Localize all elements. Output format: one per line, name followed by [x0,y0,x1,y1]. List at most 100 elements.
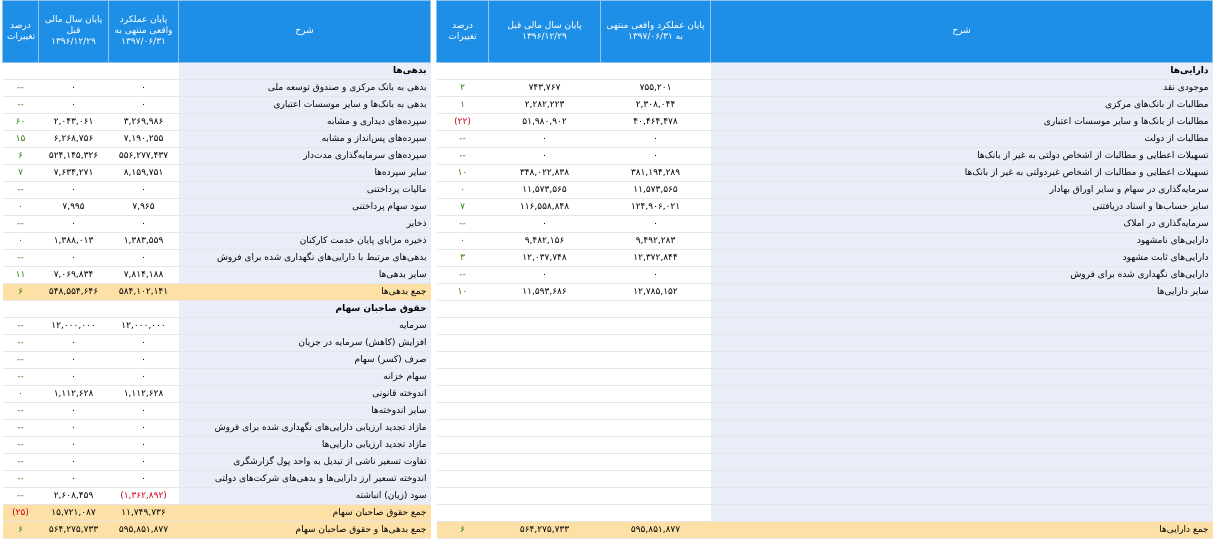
table-row [436,402,1213,420]
description-cell: بدهی به بانک‌ها و سایر موسسات اعتباری [178,96,431,114]
actual-cell [600,300,711,318]
actual-cell: ۰ [600,130,711,148]
pct-change-cell [436,385,489,403]
pct-change-cell: ۳ [436,249,489,267]
pct-change-cell: -- [2,215,39,233]
actual-cell: ۳,۲۶۹,۹۸۶ [108,113,179,131]
table-row: -- ۰ ۰ دارایی‌های نگهداری شده برای فروش [436,266,1213,284]
pct-change-cell: ۶ [2,521,39,539]
pct-change-cell [436,453,489,471]
actual-cell: ۵۵۶,۲۷۷,۴۳۷ [108,147,179,165]
pct-change-cell: ۱ [436,96,489,114]
actual-cell: ۷۵۵,۲۰۱ [600,79,711,97]
actual-cell: ۱۲۴,۹۰۶,۰۲۱ [600,198,711,216]
prev-year-cell [488,334,601,352]
pct-change-cell: ۶ [436,521,489,539]
actual-cell: ۱۲,۷۸۵,۱۵۲ [600,283,711,301]
prev-year-cell: ۲,۶۰۸,۴۵۹ [38,487,109,505]
left-header-row: درصد تغییرات پایان سال مالی قبل ۱۳۹۶/۱۲/… [2,0,431,63]
prev-year-cell [488,385,601,403]
actual-cell: ۰ [600,215,711,233]
actual-cell [600,334,711,352]
description-cell: جمع دارایی‌ها [710,521,1213,539]
description-cell: حقوق صاحبان سهام [178,300,431,318]
table-row: -- ۰ ۰ ذخایر [2,215,431,233]
pct-change-cell: -- [2,487,39,505]
prev-year-cell: ۰ [38,402,109,420]
table-row: -- ۰ ۰ سرمایه‌گذاری در املاک [436,215,1213,233]
description-cell: تسهیلات اعطایی و مطالبات از اشخاص غیردول… [710,164,1213,182]
pct-change-cell [436,62,489,80]
actual-cell: ۵۹۵,۸۵۱,۸۷۷ [108,521,179,539]
prev-year-cell: ۱۲,۰۰۰,۰۰۰ [38,317,109,335]
prev-year-cell: ۰ [488,266,601,284]
table-row: -- ۰ ۰ سهام خزانه [2,368,431,386]
pct-change-cell: (۲۵) [2,504,39,522]
actual-cell: ۵۸۴,۱۰۲,۱۴۱ [108,283,179,301]
description-cell: سپرده‌های دیداری و مشابه [178,113,431,131]
actual-cell [600,453,711,471]
pct-change-cell: (۲۲) [436,113,489,131]
actual-cell [600,368,711,386]
pct-change-cell: -- [2,419,39,437]
prev-year-cell [488,504,601,522]
pct-change-cell: -- [2,351,39,369]
description-cell [710,487,1213,505]
actual-cell [600,470,711,488]
table-row: ۰ ۹,۴۸۲,۱۵۶ ۹,۴۹۲,۲۸۳ دارایی‌های نامشهود [436,232,1213,250]
description-cell: بدهی‌های مرتبط با دارایی‌های نگهداری شده… [178,249,431,267]
pct-change-cell: ۶ [2,283,39,301]
description-cell: تفاوت تسعیر ناشی از تبدیل به واحد پول گز… [178,453,431,471]
prev-year-cell: ۰ [38,79,109,97]
pct-change-cell [436,470,489,488]
prev-year-cell: ۱,۳۸۸,۰۱۳ [38,232,109,250]
table-row [436,419,1213,437]
actual-cell: ۸,۱۵۹,۷۵۱ [108,164,179,182]
description-cell: بدهی‌ها [178,62,431,80]
table-row [436,470,1213,488]
prev-year-cell: ۱,۱۱۲,۶۲۸ [38,385,109,403]
description-cell [710,317,1213,335]
table-row: ۱۰ ۳۴۸,۰۲۲,۸۳۸ ۳۸۱,۱۹۴,۲۸۹ تسهیلات اعطایی و… [436,164,1213,182]
table-row: -- ۱۲,۰۰۰,۰۰۰ ۱۲,۰۰۰,۰۰۰ سرمایه [2,317,431,335]
description-cell: صرف (کسر) سهام [178,351,431,369]
description-cell: سایر حساب‌ها و اسناد دریافتنی [710,198,1213,216]
prev-year-cell [488,419,601,437]
description-cell: ذخایر [178,215,431,233]
actual-cell [600,436,711,454]
pct-change-cell [436,402,489,420]
left-actual-header: پایان عملکرد واقعی منتهی به ۱۳۹۷/۰۶/۳۱ [108,0,179,63]
actual-cell: ۰ [108,368,179,386]
description-cell: تسهیلات اعطایی و مطالبات از اشخاص دولتی … [710,147,1213,165]
description-cell [710,453,1213,471]
actual-cell: ۷,۱۹۰,۲۵۵ [108,130,179,148]
table-row: ۷ ۱۱۶,۵۵۸,۸۴۸ ۱۲۴,۹۰۶,۰۲۱ سایر حساب‌ها و اس… [436,198,1213,216]
pct-change-cell: ۱۱ [2,266,39,284]
total-row: ۶ ۵۶۴,۲۷۵,۷۳۳ ۵۹۵,۸۵۱,۸۷۷ جمع دارایی‌ها [436,521,1213,539]
prev-year-cell: ۵۴۸,۵۵۴,۶۴۶ [38,283,109,301]
table-row: -- ۰ ۰ سایر اندوخته‌ها [2,402,431,420]
prev-year-cell: ۰ [38,453,109,471]
actual-cell: ۰ [108,181,179,199]
prev-year-cell: ۵۲۴,۱۴۵,۳۲۶ [38,147,109,165]
right-pct-header: درصد تغییرات [436,0,489,63]
table-row: ۶ ۵۲۴,۱۴۵,۳۲۶ ۵۵۶,۲۷۷,۴۳۷ سپرده‌های سرمایه‌… [2,147,431,165]
description-cell: مطالبات از دولت [710,130,1213,148]
description-cell: اندوخته قانونی [178,385,431,403]
actual-cell [600,62,711,80]
section-heading-row: حقوق صاحبان سهام [2,300,431,318]
actual-cell: ۱۲,۳۷۲,۸۴۴ [600,249,711,267]
prev-year-cell: ۰ [38,368,109,386]
pct-change-cell: -- [2,334,39,352]
actual-cell: ۰ [108,249,179,267]
right-header-row: درصد تغییرات پایان سال مالی قبل ۱۳۹۶/۱۲/… [436,0,1213,63]
pct-change-cell [436,317,489,335]
pct-change-cell: -- [2,79,39,97]
prev-year-cell: ۰ [488,215,601,233]
table-row: -- ۰ ۰ تسهیلات اعطایی و مطالبات از اشخاص دو… [436,147,1213,165]
table-row: ۳ ۱۲,۰۳۷,۷۴۸ ۱۲,۳۷۲,۸۴۴ دارایی‌های ثابت مشه… [436,249,1213,267]
table-row: -- ۰ ۰ مالیات پرداختنی [2,181,431,199]
actual-cell: ۰ [108,334,179,352]
pct-change-cell: -- [436,266,489,284]
description-cell: اندوخته تسعیر ارز دارایی‌ها و بدهی‌های ش… [178,470,431,488]
